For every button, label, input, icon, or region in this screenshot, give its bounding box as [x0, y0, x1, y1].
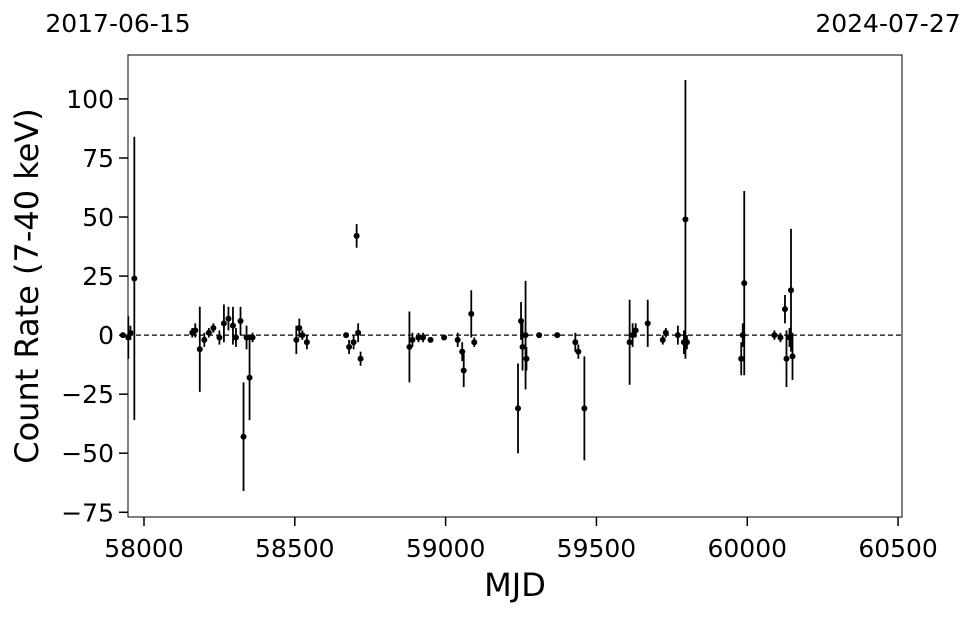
- data-point: [518, 317, 525, 324]
- data-point: [296, 325, 303, 332]
- data-point: [454, 336, 461, 343]
- data-point: [225, 315, 232, 322]
- data-point: [243, 334, 250, 341]
- y-tick-label: 25: [82, 262, 114, 291]
- data-point: [441, 334, 448, 341]
- top-date-left: 2017-06-15: [45, 9, 190, 38]
- y-tick-label: 75: [82, 144, 114, 173]
- data-point: [674, 332, 681, 339]
- data-point: [789, 353, 796, 360]
- data-point: [131, 275, 138, 282]
- data-point: [353, 232, 360, 239]
- data-point: [460, 367, 467, 374]
- data-point: [536, 332, 543, 339]
- data-point: [119, 332, 126, 339]
- data-point: [741, 280, 748, 287]
- plot-frame: [127, 54, 903, 518]
- data-point: [519, 343, 526, 350]
- data-point: [249, 334, 256, 341]
- data-point: [415, 334, 422, 341]
- data-point: [626, 339, 633, 346]
- data-point: [196, 346, 203, 353]
- data-point: [683, 339, 690, 346]
- data-point: [738, 355, 745, 362]
- data-point: [575, 348, 582, 355]
- data-point: [420, 334, 427, 341]
- data-point: [781, 306, 788, 313]
- data-point: [205, 329, 212, 336]
- data-point: [427, 336, 434, 343]
- x-tick-label: 60000: [707, 534, 787, 563]
- y-tick-label: −75: [61, 498, 114, 527]
- data-point: [346, 343, 353, 350]
- x-tick-label: 58500: [255, 534, 335, 563]
- data-point: [554, 332, 561, 339]
- data-point: [471, 339, 478, 346]
- data-point: [192, 327, 199, 334]
- y-axis-label: Count Rate (7-40 keV): [8, 108, 46, 463]
- data-point: [201, 336, 208, 343]
- x-tick-label: 60500: [858, 534, 938, 563]
- y-tick-label: 50: [82, 203, 114, 232]
- top-date-right: 2024-07-27: [815, 9, 960, 38]
- data-point: [240, 433, 247, 440]
- data-point: [682, 216, 689, 223]
- data-point: [127, 329, 134, 336]
- x-tick-label: 59000: [406, 534, 486, 563]
- data-point: [237, 317, 244, 324]
- data-point: [343, 332, 350, 339]
- data-point: [777, 334, 784, 341]
- data-point: [787, 287, 794, 294]
- data-point: [216, 334, 223, 341]
- data-point: [232, 334, 239, 341]
- y-tick-label: 0: [98, 321, 114, 350]
- y-tick-label: −25: [61, 380, 114, 409]
- data-point: [662, 329, 669, 336]
- x-tick-label: 58000: [104, 534, 184, 563]
- data-point: [246, 374, 253, 381]
- data-point: [632, 327, 639, 334]
- data-point: [357, 355, 364, 362]
- data-point: [572, 339, 579, 346]
- data-point: [644, 320, 651, 327]
- data-point: [299, 332, 306, 339]
- y-tick-label: −50: [61, 439, 114, 468]
- data-point: [783, 355, 790, 362]
- data-point: [459, 348, 466, 355]
- data-point: [229, 322, 236, 329]
- data-point: [355, 329, 362, 336]
- x-tick-label: 59500: [557, 534, 637, 563]
- y-tick-label: 100: [66, 85, 114, 114]
- data-point: [522, 332, 529, 339]
- data-point: [468, 310, 475, 317]
- data-point: [406, 343, 413, 350]
- data-point: [293, 336, 300, 343]
- data-point: [350, 339, 357, 346]
- x-axis-label: MJD: [484, 566, 546, 604]
- data-point: [629, 332, 636, 339]
- data-point: [220, 320, 227, 327]
- data-point: [515, 405, 522, 412]
- data-point: [409, 336, 416, 343]
- data-point: [659, 336, 666, 343]
- data-point: [523, 355, 530, 362]
- data-point: [581, 405, 588, 412]
- data-point: [771, 332, 778, 339]
- data-point: [210, 325, 217, 332]
- data-point: [303, 339, 310, 346]
